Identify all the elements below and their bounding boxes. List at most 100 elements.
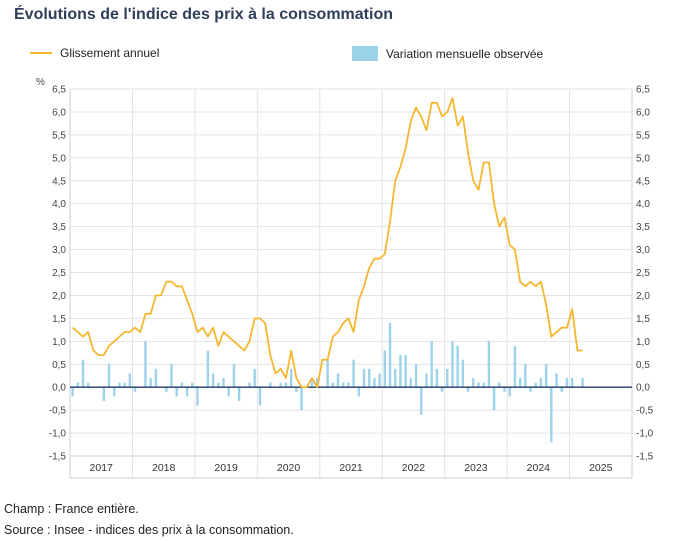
y-tick-label-right: 6,0	[636, 107, 650, 118]
bar-monthly	[357, 387, 361, 397]
y-tick-label-right: 4,5	[636, 176, 650, 187]
bar-monthly	[368, 368, 371, 388]
legend-label-annual: Glissement annuel	[60, 46, 160, 60]
chart-title: Évolutions de l'indice des prix à la con…	[14, 6, 393, 23]
bar-monthly	[451, 341, 454, 388]
bar-monthly	[388, 322, 392, 388]
bar-monthly	[472, 378, 475, 388]
y-tick-label-left: 2,0	[52, 291, 66, 302]
bar-monthly	[310, 378, 314, 388]
y-tick-label-right: 1,5	[636, 314, 650, 325]
x-year-label: 2017	[90, 462, 114, 474]
bar-monthly	[180, 382, 184, 388]
bar-monthly	[399, 355, 402, 388]
bar-monthly	[123, 382, 126, 388]
bar-monthly	[420, 387, 423, 415]
bar-monthly	[154, 368, 158, 388]
y-tick-label-right: 2,0	[636, 291, 650, 302]
bar-monthly	[341, 382, 345, 388]
bar-monthly	[503, 387, 506, 392]
footnote-champ: Champ : France entière.	[4, 502, 139, 516]
bar-monthly	[570, 378, 574, 388]
bar-monthly	[113, 387, 116, 397]
legend-bar-swatch	[352, 46, 378, 61]
bar-monthly	[102, 387, 106, 401]
bar-monthly	[581, 378, 584, 388]
x-year-label: 2019	[214, 462, 238, 474]
bar-monthly	[456, 345, 459, 388]
bar-monthly	[336, 373, 340, 388]
y-tick-label-right: 5,5	[636, 130, 650, 141]
bar-monthly	[76, 382, 80, 388]
x-year-label: 2023	[464, 462, 488, 474]
y-tick-label-left: 0,0	[52, 383, 66, 394]
bar-monthly	[211, 373, 215, 388]
bar-monthly	[118, 382, 121, 388]
bar-monthly	[232, 364, 236, 388]
bar-monthly	[295, 387, 298, 392]
y-tick-label-left: 2,5	[52, 268, 66, 279]
bar-monthly	[347, 382, 350, 388]
bar-monthly	[492, 387, 496, 411]
bar-monthly	[435, 368, 439, 388]
bar-monthly	[477, 382, 480, 388]
bar-monthly	[133, 387, 137, 392]
bar-monthly	[191, 382, 194, 388]
y-tick-label-right: 3,5	[636, 222, 650, 233]
x-year-label: 2020	[277, 462, 301, 474]
bar-monthly	[196, 387, 199, 406]
bar-monthly	[425, 373, 428, 388]
bar-monthly	[518, 378, 522, 388]
y-tick-label-right: 6,5	[636, 85, 650, 96]
y-tick-label-left: 6,5	[52, 85, 66, 96]
bar-monthly	[446, 368, 449, 388]
bar-monthly	[289, 368, 293, 388]
bar-monthly	[107, 364, 111, 388]
bar-monthly	[529, 387, 532, 392]
bar-monthly	[482, 382, 485, 388]
y-tick-label-left: 3,5	[52, 222, 66, 233]
bar-monthly	[534, 382, 537, 388]
x-year-label: 2025	[589, 462, 613, 474]
y-tick-label-left: -0,5	[49, 406, 67, 417]
bar-monthly	[461, 359, 465, 388]
bar-monthly	[279, 382, 282, 388]
x-year-label: 2022	[402, 462, 426, 474]
y-tick-label-left: 5,5	[52, 130, 66, 141]
y-tick-label-left: 6,0	[52, 107, 66, 118]
bar-monthly	[222, 378, 225, 388]
y-tick-label-left: -1,5	[49, 452, 67, 463]
bar-monthly	[149, 378, 152, 388]
bar-monthly	[165, 387, 168, 392]
bar-monthly	[175, 387, 178, 397]
y-tick-label-right: 5,0	[636, 153, 650, 164]
bar-monthly	[378, 373, 381, 388]
y-tick-label-left: 1,0	[52, 337, 66, 348]
y-tick-label-right: 2,5	[636, 268, 650, 279]
y-tick-label-left: 4,0	[52, 199, 66, 210]
y-tick-label-right: -0,5	[636, 406, 654, 417]
bar-monthly	[81, 359, 85, 388]
x-year-label: 2018	[152, 462, 176, 474]
bar-monthly	[555, 373, 558, 388]
bar-monthly	[414, 364, 418, 388]
bar-monthly	[269, 382, 272, 388]
bar-monthly	[331, 382, 334, 388]
y-tick-label-left: 1,5	[52, 314, 66, 325]
bar-monthly	[409, 378, 413, 388]
bar-monthly	[217, 382, 220, 388]
y-tick-label-right: -1,5	[636, 452, 654, 463]
y-tick-label-left: 0,5	[52, 360, 66, 371]
y-axis-unit: %	[36, 77, 45, 88]
bar-monthly	[404, 355, 407, 388]
legend-item-monthly: Variation mensuelle observée	[352, 46, 543, 61]
bar-monthly	[394, 368, 397, 388]
cpi-chart: 6,5 6,5 6,0 6,0 5,5 5,5 5,0 5,0 4,5 4,5 4,0 4,0 3,5 3…	[36, 77, 654, 479]
x-year-label: 2021	[339, 462, 363, 474]
bar-monthly	[326, 359, 329, 388]
bar-monthly	[539, 378, 543, 388]
y-tick-label-right: 0,5	[636, 360, 650, 371]
bar-monthly	[185, 387, 189, 397]
bar-monthly	[544, 364, 548, 388]
bar-monthly	[440, 387, 444, 392]
